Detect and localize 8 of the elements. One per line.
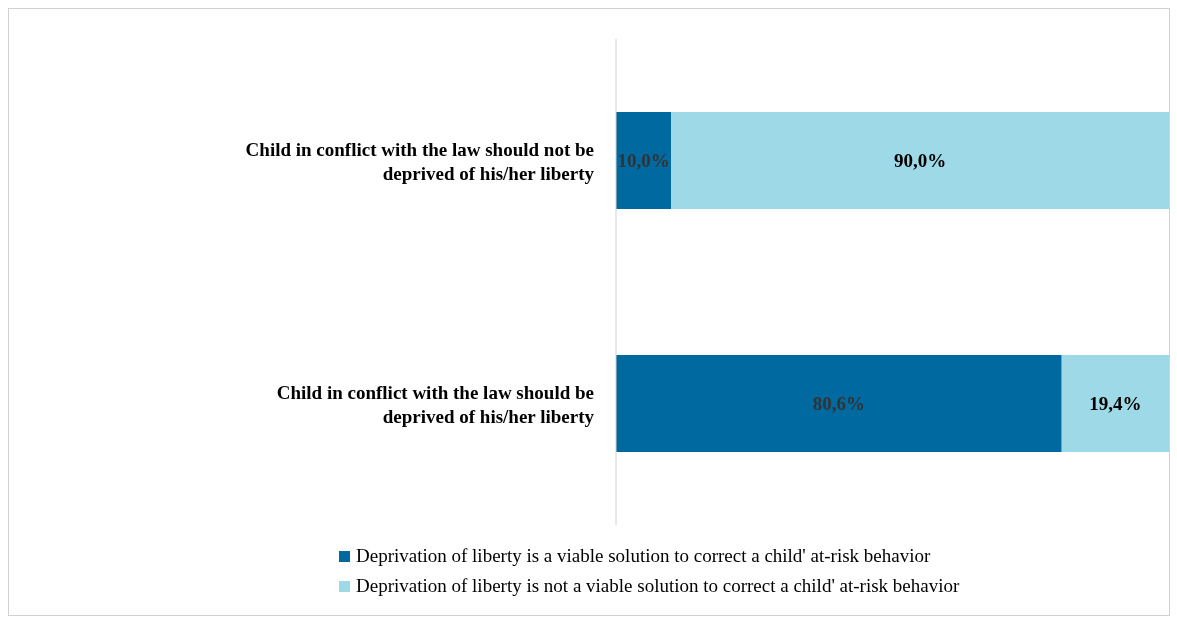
data-label: 90,0% [894, 149, 947, 171]
legend-label: Deprivation of liberty is a viable solution to correct a child' at-risk behavior [356, 545, 931, 567]
y-tick-label: Child in conflict with the law should not be deprived of his/her liberty [245, 138, 595, 183]
data-label: 10,0% [617, 149, 670, 171]
data-label: 80,6% [812, 392, 865, 414]
y-tick-label: Child in conflict with the law should be deprived of his/her liberty [276, 381, 595, 426]
data-label: 19,4% [1089, 392, 1142, 414]
legend-label: Deprivation of liberty is not a viable solution to correct a child' at-risk behavior [356, 575, 960, 597]
